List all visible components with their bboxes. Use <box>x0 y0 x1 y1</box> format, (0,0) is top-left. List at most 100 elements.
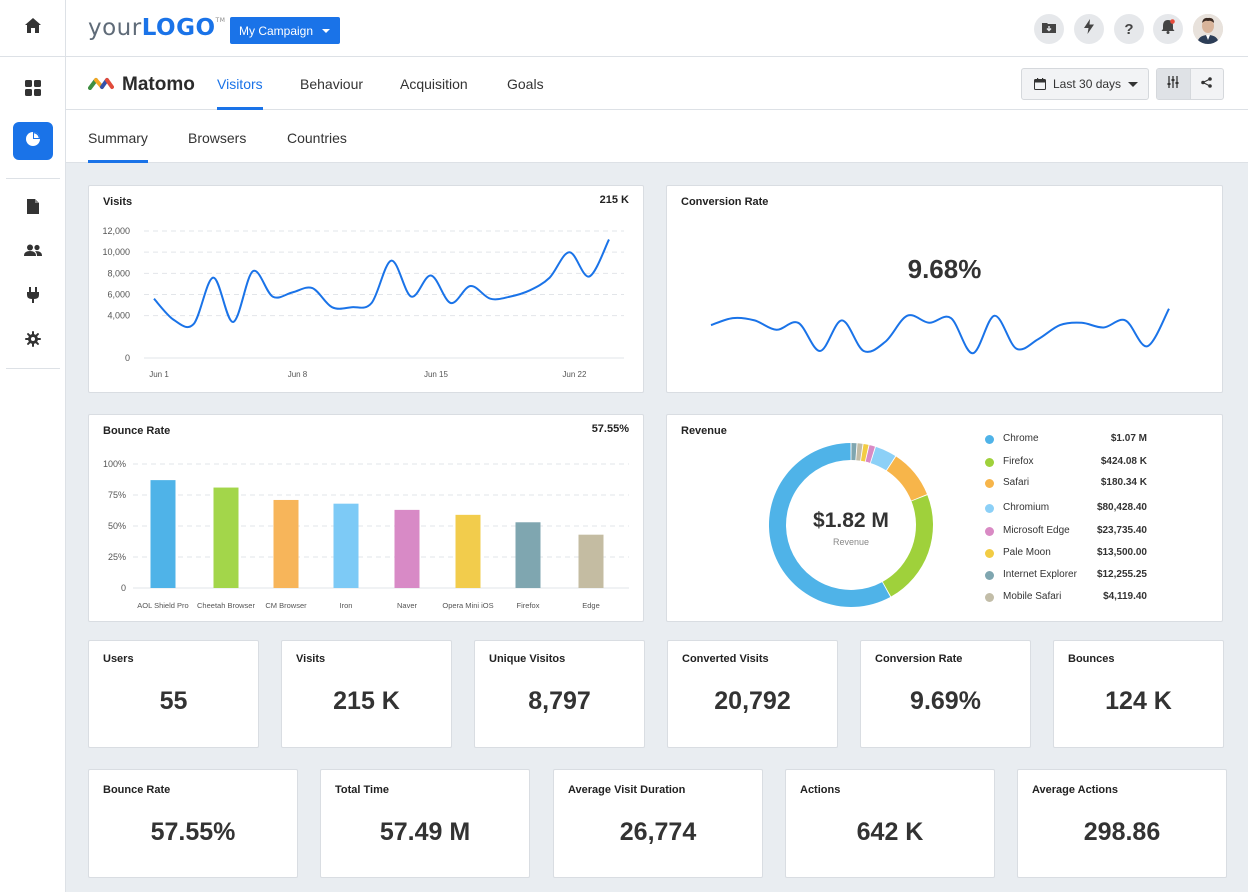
y-tick-label: 8,000 <box>107 268 130 278</box>
y-tick-label: 100% <box>103 459 126 469</box>
share-icon <box>1201 75 1213 93</box>
download-icon <box>1042 20 1056 38</box>
campaign-label: My Campaign <box>239 23 314 38</box>
bounce-value: 57.55% <box>591 423 629 435</box>
legend-item: Chromium $80,428.40 <box>985 502 1155 516</box>
conversion-value: 9.68% <box>907 254 982 284</box>
legend-swatch <box>985 458 994 467</box>
home-button[interactable] <box>0 0 65 57</box>
kpi-title: Bounce Rate <box>103 784 171 796</box>
active-subtab-indicator <box>88 160 148 163</box>
kpi-title: Average Visit Duration <box>568 784 686 796</box>
revenue-title: Revenue <box>681 425 727 437</box>
legend-item: Safari $180.34 K <box>985 477 1155 491</box>
donut-slice <box>860 443 869 462</box>
date-range-dropdown[interactable]: Last 30 days <box>1021 68 1149 100</box>
gear-icon <box>25 330 41 352</box>
plug-icon <box>26 286 40 308</box>
x-tick-label: Cheetah Browser <box>197 601 255 610</box>
pie-chart-icon <box>25 131 41 152</box>
kpi-value: 124 K <box>1105 687 1172 715</box>
kpi-card: Total Time 57.49 M <box>320 769 530 878</box>
visits-total: 215 K <box>599 194 629 206</box>
legend-swatch <box>985 504 994 513</box>
legend-value: $424.08 K <box>1100 456 1147 467</box>
dashboard-grid-icon <box>25 79 41 101</box>
legend-label: Firefox <box>1003 456 1034 467</box>
kpi-card: Actions 642 K <box>785 769 995 878</box>
kpi-card: Average Visit Duration 26,774 <box>553 769 763 878</box>
legend-swatch <box>985 435 994 444</box>
y-tick-label: 50% <box>108 521 126 531</box>
kpi-card: Conversion Rate 9.69% <box>860 640 1031 748</box>
kpi-value: 298.86 <box>1083 818 1161 846</box>
bar <box>150 480 176 588</box>
legend-swatch <box>985 527 994 536</box>
bar <box>578 534 604 588</box>
kpi-value: 20,792 <box>714 687 791 715</box>
kpi-card: Users 55 <box>88 640 259 748</box>
share-button[interactable] <box>1191 69 1224 99</box>
conversion-chart-card: Conversion Rate 9.68% <box>666 185 1223 393</box>
bar <box>455 514 481 588</box>
legend-label: Pale Moon <box>1003 547 1051 558</box>
x-tick-label: AOL Shield Pro <box>137 601 188 610</box>
tab-acquisition[interactable]: Acquisition <box>400 76 468 92</box>
settings-button[interactable] <box>13 322 53 360</box>
visits-chart-card: Visits 215 K 0 4,000 6,000 8,000 10,000 12,00… <box>88 185 644 393</box>
integrations-button[interactable] <box>13 278 53 316</box>
sliders-icon <box>1167 75 1179 93</box>
kpi-value: 215 K <box>333 687 400 715</box>
legend-item: Pale Moon $13,500.00 <box>985 547 1155 561</box>
tab-countries[interactable]: Countries <box>287 130 347 146</box>
tab-summary[interactable]: Summary <box>88 130 148 146</box>
kpi-card: Converted Visits 20,792 <box>667 640 838 748</box>
help-button[interactable]: ? <box>1114 14 1144 44</box>
legend-item: Chrome $1.07 M <box>985 433 1155 447</box>
y-tick-label: 6,000 <box>107 290 130 300</box>
notifications-button[interactable] <box>1153 14 1183 44</box>
kpi-title: Users <box>103 653 134 665</box>
date-range-label: Last 30 days <box>1053 77 1122 91</box>
calendar-icon <box>1034 78 1046 90</box>
tab-visitors[interactable]: Visitors <box>217 76 263 92</box>
legend-swatch <box>985 479 994 488</box>
legend-item: Internet Explorer $12,255.25 <box>985 569 1155 583</box>
legend-item: Microsoft Edge $23,735.40 <box>985 525 1155 539</box>
legend-swatch <box>985 593 994 602</box>
tab-browsers[interactable]: Browsers <box>188 130 247 146</box>
bounce-chart-card: Bounce Rate 57.55% 0 25% 50% 75% 100% AOL Shi… <box>88 414 644 622</box>
legend-swatch <box>985 549 994 558</box>
kpi-card: Bounces 124 K <box>1053 640 1224 748</box>
x-tick-label: Jun 8 <box>288 370 308 379</box>
x-tick-label: Naver <box>397 601 418 610</box>
documents-button[interactable] <box>13 190 53 228</box>
kpi-title: Conversion Rate <box>875 653 963 665</box>
legend-value: $80,428.40 <box>1096 502 1147 513</box>
avatar[interactable] <box>1193 14 1223 44</box>
x-tick-label: CM Browser <box>265 601 307 610</box>
document-icon <box>27 199 39 219</box>
dashboard-button[interactable] <box>13 71 53 109</box>
matomo-brand: Matomo <box>88 74 195 96</box>
filter-button[interactable] <box>1157 69 1191 99</box>
users-icon <box>24 244 42 262</box>
quick-actions-button[interactable] <box>1074 14 1104 44</box>
legend-label: Chrome <box>1003 433 1039 444</box>
tab-goals[interactable]: Goals <box>507 76 544 92</box>
report-tabs: Summary Browsers Countries <box>66 110 1248 163</box>
tab-behaviour[interactable]: Behaviour <box>300 76 364 92</box>
campaign-dropdown[interactable]: My Campaign <box>230 17 340 44</box>
donut-slice <box>886 456 927 501</box>
donut-slice <box>768 443 891 607</box>
kpi-card: Unique Visitos 8,797 <box>474 640 645 748</box>
conversion-title: Conversion Rate <box>681 196 769 208</box>
reports-button[interactable] <box>13 122 53 160</box>
download-button[interactable] <box>1034 14 1064 44</box>
y-tick-label: 0 <box>125 353 130 363</box>
kpi-card: Bounce Rate 57.55% <box>88 769 298 878</box>
matomo-logo-icon <box>88 76 114 95</box>
users-button[interactable] <box>13 234 53 272</box>
bar <box>213 487 239 588</box>
legend-item: Firefox $424.08 K <box>985 456 1155 470</box>
